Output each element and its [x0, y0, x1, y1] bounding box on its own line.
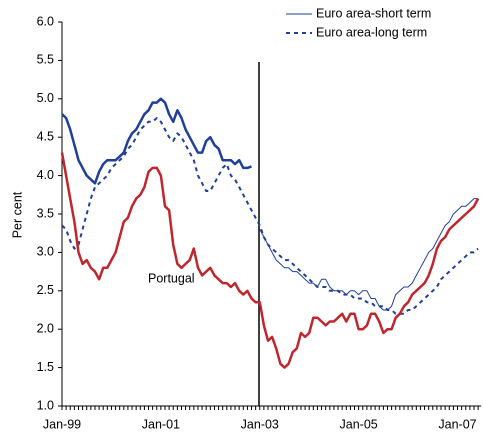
- y-tick-label: 1.0: [37, 398, 54, 412]
- y-tick-label: 1.5: [37, 360, 54, 374]
- series-annotation: Portugal: [148, 271, 195, 285]
- series-line: [61, 97, 252, 185]
- series-line: [61, 117, 479, 315]
- legend-label: Euro area-short term: [316, 6, 431, 20]
- y-axis-label: Per cent: [10, 191, 24, 238]
- x-tick-label: Jan-05: [340, 417, 378, 431]
- y-tick-label: 4.5: [37, 129, 54, 143]
- legend-label: Euro area-long term: [316, 25, 427, 39]
- x-tick-label: Jan-01: [142, 417, 180, 431]
- y-tick-label: 5.0: [37, 91, 54, 105]
- y-tick-label: 2.5: [37, 283, 54, 297]
- series-line: [259, 198, 479, 311]
- y-tick-label: 6.0: [37, 14, 54, 28]
- y-tick-label: 5.5: [37, 53, 54, 67]
- y-tick-label: 4.0: [37, 168, 54, 182]
- y-tick-label: 2.0: [37, 321, 54, 335]
- x-tick-label: Jan-99: [43, 417, 81, 431]
- x-tick-label: Jan-07: [438, 417, 476, 431]
- y-tick-label: 3.5: [37, 206, 54, 220]
- series-line: [60, 152, 480, 369]
- y-tick-label: 3.0: [37, 245, 54, 259]
- x-tick-label: Jan-03: [241, 417, 279, 431]
